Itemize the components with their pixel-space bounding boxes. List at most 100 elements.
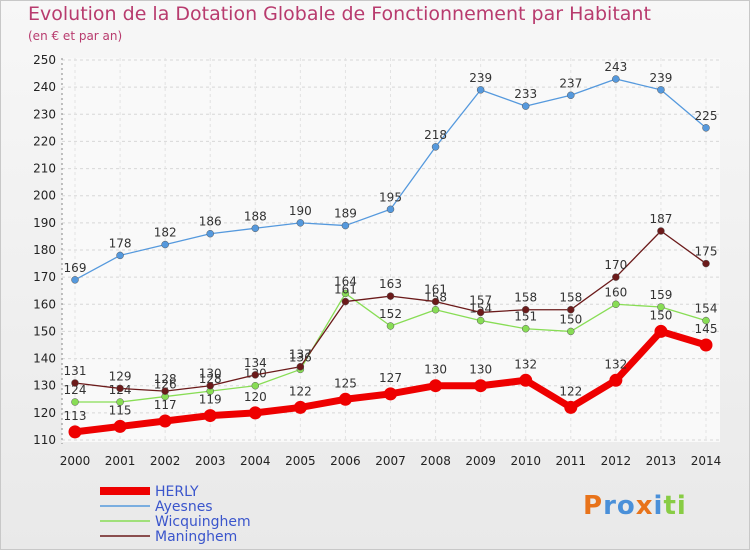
data-point [431,143,440,151]
data-label: 158 [559,291,582,305]
data-point [657,303,665,311]
y-tick-label: 230 [33,107,56,121]
data-label: 157 [469,293,492,307]
data-point [116,251,124,260]
y-tick-label: 240 [33,80,56,94]
data-point [116,398,124,406]
data-point [68,425,82,439]
x-tick-label: 2005 [285,454,316,468]
data-point [116,384,124,393]
y-tick-label: 220 [33,134,56,148]
data-point [206,229,214,238]
x-tick-label: 2014 [691,454,722,468]
x-tick-label: 2003 [195,454,226,468]
data-point [248,406,262,420]
data-point [609,373,623,387]
data-label: 169 [64,261,87,275]
data-point [476,86,485,94]
data-label: 161 [334,283,357,297]
data-label: 130 [199,367,222,381]
data-label: 186 [199,215,222,229]
data-label: 136 [289,350,312,364]
data-point [251,224,260,233]
data-label: 137 [289,348,312,362]
data-label: 145 [695,322,718,336]
data-point [251,381,260,390]
x-tick-label: 2002 [150,454,181,468]
data-label: 154 [695,302,718,316]
data-point [206,381,214,390]
y-tick-label: 150 [33,324,56,338]
data-label: 170 [604,258,627,272]
data-label: 122 [289,384,312,398]
data-label: 195 [379,190,402,204]
data-label: 128 [154,372,177,386]
data-point [702,124,710,132]
data-label: 124 [64,383,87,397]
y-tick-label: 180 [33,243,56,257]
data-point [431,297,440,306]
data-point [521,102,530,110]
data-label: 163 [379,277,402,291]
y-tick-label: 120 [33,406,56,420]
data-point [476,316,485,325]
data-point [296,362,305,371]
data-point [338,392,352,406]
data-point [293,400,307,414]
legend-label: Ayesnes [155,499,213,515]
data-label: 218 [424,128,447,142]
data-point [113,419,127,433]
data-point [567,305,575,314]
data-label: 159 [649,288,672,302]
data-point [657,227,665,235]
data-label: 150 [649,308,672,322]
data-point [702,259,710,268]
data-point [699,338,713,352]
data-label: 132 [604,357,627,371]
data-label: 239 [649,71,672,85]
data-label: 175 [695,245,718,259]
data-point [71,398,79,406]
data-label: 190 [289,204,312,218]
data-label: 178 [109,236,132,250]
chart-subtitle: (en € et par an) [28,29,123,43]
data-point [158,414,172,428]
data-label: 150 [559,312,582,326]
data-point [612,75,620,83]
data-label: 113 [64,409,87,423]
data-label: 130 [424,363,447,377]
x-tick-label: 2007 [375,454,406,468]
x-tick-label: 2001 [105,454,136,468]
data-label: 134 [244,356,267,370]
x-tick-label: 2012 [601,454,632,468]
data-point [71,276,79,284]
legend-label: HERLY [155,484,199,500]
data-label: 187 [649,212,672,226]
legend-label: Maninghem [155,529,237,545]
data-point [251,371,260,379]
data-point [386,292,395,300]
data-point [341,297,350,306]
data-label: 126 [154,378,177,392]
data-label: 164 [334,274,357,288]
x-tick-label: 2013 [646,454,677,468]
data-label: 127 [379,371,402,385]
data-label: 243 [604,60,627,74]
data-label: 129 [109,369,132,383]
data-label: 115 [109,403,132,417]
data-point [429,379,443,393]
data-label: 120 [244,390,267,404]
data-label: 161 [424,283,447,297]
y-tick-label: 170 [33,270,56,284]
data-point [564,400,578,414]
x-tick-label: 2011 [556,454,587,468]
data-label: 160 [604,285,627,299]
data-point [521,324,530,333]
data-point [386,205,395,214]
data-point [567,327,575,336]
data-label: 132 [514,357,537,371]
data-label: 151 [514,310,537,324]
data-label: 131 [64,364,87,378]
data-point [519,373,533,387]
